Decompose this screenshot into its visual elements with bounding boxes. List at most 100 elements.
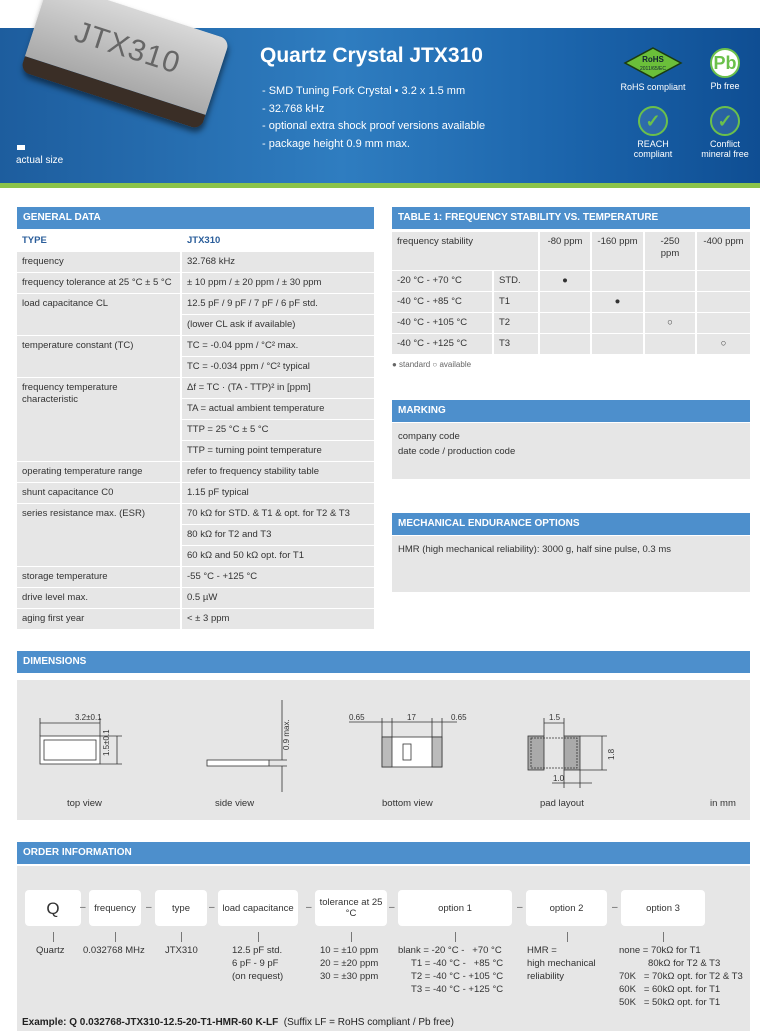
connector-line [53,932,54,942]
connector-line [351,932,352,942]
reach-badge: ✓ REACH compliant [618,106,688,159]
table-row: -40 °C - +85 °C T1 ● [392,292,750,312]
stability-mark [540,292,590,312]
order-code-box: tolerance at 25 °C [315,890,387,926]
chip-marking: JTX310 [70,14,185,81]
checkmark-icon: ✓ [638,106,668,136]
property-value: refer to frequency stability table [182,462,374,482]
property-label: temperature constant (TC) [17,336,180,377]
table-row: shunt capacitance C0 1.15 pF typical [17,483,374,503]
stability-mark [540,334,590,354]
column-header: -400 ppm [697,232,750,270]
property-label: frequency [17,252,180,272]
table-row: -20 °C - +70 °C STD. ● [392,271,750,291]
section-heading: TABLE 1: FREQUENCY STABILITY VS. TEMPERA… [392,207,750,229]
table-row: -40 °C - +125 °C T3 ○ [392,334,750,354]
svg-text:1.0: 1.0 [553,774,565,783]
svg-text:1.8: 1.8 [607,748,616,760]
svg-text:1.5±0.1: 1.5±0.1 [102,729,111,756]
property-value: TTP = turning point temperature [182,441,374,461]
property-value: TC = -0.04 ppm / °C² max. [182,336,374,356]
top-view-drawing: 3.2±0.1 1.5±0.1 [39,713,122,765]
connector-line [455,932,456,942]
marking-line: date code / production code [398,446,516,457]
order-code-box: type [155,890,207,926]
table-row: frequency 32.768 kHz [17,252,374,272]
property-value: Δf = TC · (TA - TTP)² in [ppm] [182,378,374,398]
column-header: -160 ppm [592,232,643,270]
stability-mark: ● [540,271,590,291]
range-code: T1 [494,292,538,312]
view-label: side view [215,798,255,809]
svg-text:2011/65/EC: 2011/65/EC [640,66,666,72]
stability-mark [592,334,643,354]
order-information-section: ORDER INFORMATION [17,842,750,864]
property-value: TA = actual ambient temperature [182,399,374,419]
table-row: operating temperature range refer to freq… [17,462,374,482]
stability-mark [592,271,643,291]
section-heading: DIMENSIONS [17,651,750,673]
dimensions-drawing-area: 3.2±0.1 1.5±0.1 0.9 max. 0.65 17 0.65 1.5 … [17,680,750,820]
order-code-box: frequency [89,890,141,926]
dimension-drawings: 3.2±0.1 1.5±0.1 0.9 max. 0.65 17 0.65 1.5 … [39,700,616,792]
feature-item: - 32.768 kHz [262,103,325,115]
svg-text:0.65: 0.65 [451,713,467,722]
view-label: bottom view [382,798,433,809]
rohs-label: RoHS compliant [620,82,686,92]
separator-dash: – [80,902,86,913]
section-heading: MECHANICAL ENDURANCE OPTIONS [392,513,750,535]
connector-line [566,932,568,942]
general-data-section: GENERAL DATA TYPE JTX310 frequency 32.768… [17,207,374,629]
bottom-view-drawing: 0.65 17 0.65 [349,713,467,768]
svg-text:3.2±0.1: 3.2±0.1 [75,713,102,722]
pb-free-label: Pb free [710,81,740,91]
table-row: frequency temperature characteristic Δf =… [17,378,374,461]
stability-mark [645,271,695,291]
property-label: frequency tolerance at 25 °C ± 5 °C [17,273,180,293]
feature-item: - package height 0.9 mm max. [262,138,410,150]
mechanical-endurance-section: MECHANICAL ENDURANCE OPTIONS HMR (high m… [392,513,750,592]
property-label: aging first year [17,609,180,629]
property-label: series resistance max. (ESR) [17,504,180,566]
property-label: storage temperature [17,567,180,587]
order-code-detail: none = 70kΩ for T1 80kΩ for T2 & T3 70K … [619,945,743,1008]
range-code: T2 [494,313,538,333]
table-row: series resistance max. (ESR) 70 kΩ for ST… [17,504,374,566]
svg-text:0.65: 0.65 [349,713,365,722]
type-value: JTX310 [182,231,374,251]
legend-available: ○ available [432,360,472,369]
order-code-detail: 12.5 pF std. 6 pF - 9 pF (on request) [232,945,284,982]
order-code-detail: 0.032768 MHz [83,945,145,956]
stability-mark: ○ [645,313,695,333]
order-code-box: option 2 [526,890,607,926]
table-row: aging first year < ± 3 ppm [17,609,374,629]
page-title: Quartz Crystal JTX310 [260,44,483,67]
side-view-drawing: 0.9 max. [206,700,291,792]
stability-mark [697,292,750,312]
order-code-detail: blank = -20 °C - +70 °C T1 = -40 °C - +8… [398,945,504,995]
section-heading: ORDER INFORMATION [17,842,750,864]
view-label: top view [67,798,102,809]
column-header: -250 ppm [645,232,695,270]
property-value: 70 kΩ for STD. & T1 & opt. for T2 & T3 [182,504,374,524]
separator-dash: – [306,902,312,913]
order-code-box: load capacitance [218,890,298,926]
order-code-detail: Quartz [36,945,65,956]
mechanical-text: HMR (high mechanical reliability): 3000 … [392,536,750,592]
marking-section: MARKING company code date code / product… [392,400,750,479]
stability-mark [697,271,750,291]
actual-size-label: actual size [16,155,64,166]
stability-mark: ○ [697,334,750,354]
property-label: frequency temperature characteristic [17,378,180,461]
table-row: load capacitance CL 12.5 pF / 9 pF / 7 pF… [17,294,374,335]
table-row: drive level max. 0.5 µW [17,588,374,608]
reach-label: REACH compliant [633,139,673,159]
feature-item: - optional extra shock proof versions av… [262,120,486,132]
property-value: 12.5 pF / 9 pF / 7 pF / 6 pF std. [182,294,374,314]
property-value: TTP = 25 °C ± 5 °C [182,420,374,440]
property-value: 60 kΩ and 50 kΩ opt. for T1 [182,546,374,566]
separator-dash: – [146,902,152,913]
example-code: Example: Q 0.032768-JTX310-12.5-20-T1-HM… [22,1017,279,1028]
property-value: < ± 3 ppm [182,609,374,629]
actual-size-marker [17,145,25,150]
